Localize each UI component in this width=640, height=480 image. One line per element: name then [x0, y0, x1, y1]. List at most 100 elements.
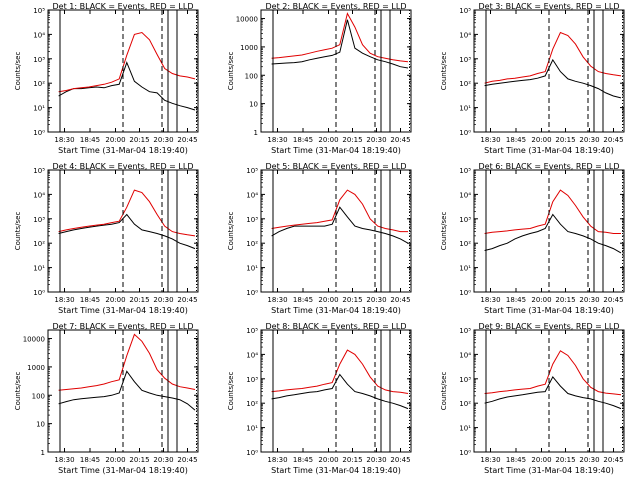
- x-tick-label: 20:45: [603, 296, 623, 304]
- y-tick-label: 10²: [459, 400, 471, 408]
- x-tick-label: 18:45: [293, 296, 313, 304]
- y-tick-label: 1: [254, 129, 258, 137]
- x-tick-label: 18:30: [480, 456, 500, 464]
- x-tick-label: 20:30: [579, 456, 599, 464]
- y-axis-label: Counts/sec: [14, 372, 22, 411]
- y-tick-label: 1000: [240, 44, 258, 52]
- x-tick-label: 20:30: [153, 136, 173, 144]
- lld-series-line: [271, 349, 409, 394]
- lld-series-line: [271, 189, 408, 233]
- y-tick-label: 10⁴: [459, 191, 471, 199]
- y-axis-label: Counts/sec: [227, 212, 235, 251]
- y-tick-label: 10³: [33, 216, 45, 224]
- plot-frame: [260, 169, 412, 293]
- chart-title: Det 5: BLACK = Events, RED = LLD: [266, 162, 407, 171]
- y-tick-label: 10⁵: [33, 167, 45, 175]
- panel-det-4: Det 4: BLACK = Events, RED = LLD Counts/s…: [14, 162, 199, 315]
- y-tick-label: 10⁵: [459, 327, 471, 335]
- plot-frame: [260, 9, 412, 133]
- chart-title: Det 1: BLACK = Events, RED = LLD: [53, 2, 194, 11]
- x-axis-label: Start Time (31-Mar-04 18:19:40): [58, 466, 188, 475]
- events-series-line: [484, 58, 622, 99]
- x-axis-label: Start Time (31-Mar-04 18:19:40): [484, 466, 614, 475]
- x-tick-label: 20:00: [531, 456, 551, 464]
- plot-frame: [473, 329, 625, 453]
- y-axis-label: Counts/sec: [440, 212, 448, 251]
- x-tick-label: 20:00: [105, 296, 125, 304]
- x-tick-label: 20:00: [318, 456, 338, 464]
- x-tick-label: 18:45: [80, 296, 100, 304]
- panel-det-1: Det 1: BLACK = Events, RED = LLD Counts/s…: [14, 2, 199, 155]
- x-tick-label: 18:30: [267, 136, 287, 144]
- y-tick-label: 10⁵: [246, 167, 258, 175]
- x-tick-label: 20:45: [177, 296, 197, 304]
- lld-series-line: [58, 333, 196, 391]
- y-tick-label: 10²: [33, 80, 45, 88]
- x-tick-label: 20:30: [579, 296, 599, 304]
- events-series-line: [271, 373, 409, 410]
- x-tick-label: 20:00: [318, 136, 338, 144]
- panel-det-2: Det 2: BLACK = Events, RED = LLD Counts/s…: [227, 2, 412, 155]
- x-tick-label: 20:15: [129, 456, 149, 464]
- lld-series-line: [484, 189, 621, 234]
- y-tick-label: 10⁴: [246, 351, 258, 359]
- panel-det-5: Det 5: BLACK = Events, RED = LLD Counts/s…: [227, 162, 412, 315]
- x-tick-label: 20:15: [555, 136, 575, 144]
- events-series-line: [271, 206, 409, 244]
- lld-series-line: [484, 31, 622, 84]
- plot-frame: [47, 9, 199, 133]
- x-tick-label: 20:30: [153, 296, 173, 304]
- y-axis-label: Counts/sec: [227, 52, 235, 91]
- panel-det-8: Det 8: BLACK = Events, RED = LLD Counts/s…: [227, 322, 412, 475]
- x-tick-label: 18:30: [54, 136, 74, 144]
- x-tick-label: 18:30: [54, 296, 74, 304]
- y-tick-label: 10³: [459, 216, 471, 224]
- x-tick-label: 20:15: [342, 456, 362, 464]
- y-tick-label: 10³: [459, 376, 471, 384]
- y-tick-label: 10¹: [33, 265, 45, 273]
- x-tick-label: 18:45: [80, 456, 100, 464]
- y-tick-label: 10: [249, 101, 258, 109]
- y-tick-label: 10³: [33, 56, 45, 64]
- y-tick-label: 10⁵: [459, 167, 471, 175]
- y-tick-label: 10¹: [459, 425, 471, 433]
- y-tick-label: 10⁴: [33, 191, 45, 199]
- y-axis-label: Counts/sec: [14, 52, 22, 91]
- x-tick-label: 20:45: [603, 136, 623, 144]
- y-tick-label: 10⁰: [459, 129, 471, 137]
- x-tick-label: 18:30: [54, 456, 74, 464]
- x-tick-label: 20:45: [177, 136, 197, 144]
- chart-title: Det 6: BLACK = Events, RED = LLD: [479, 162, 620, 171]
- y-tick-label: 10¹: [246, 265, 258, 273]
- x-tick-label: 20:15: [342, 296, 362, 304]
- events-series-line: [58, 213, 196, 250]
- x-tick-label: 20:15: [555, 296, 575, 304]
- x-axis-label: Start Time (31-Mar-04 18:19:40): [271, 146, 401, 155]
- x-tick-label: 20:30: [153, 456, 173, 464]
- x-tick-label: 20:30: [366, 296, 386, 304]
- x-axis-label: Start Time (31-Mar-04 18:19:40): [58, 146, 188, 155]
- x-tick-label: 20:15: [342, 136, 362, 144]
- x-tick-label: 18:45: [506, 296, 526, 304]
- y-tick-label: 10⁴: [246, 191, 258, 199]
- y-tick-label: 10¹: [459, 265, 471, 273]
- events-series-line: [58, 61, 196, 111]
- panel-det-9: Det 9: BLACK = Events, RED = LLD Counts/s…: [440, 322, 625, 475]
- events-series-line: [58, 370, 196, 411]
- plot-frame: [47, 329, 199, 453]
- panel-det-7: Det 7: BLACK = Events, RED = LLD Counts/s…: [14, 322, 199, 475]
- x-tick-label: 20:00: [105, 136, 125, 144]
- y-tick-label: 10¹: [459, 105, 471, 113]
- y-tick-label: 10⁴: [33, 31, 45, 39]
- y-tick-label: 10¹: [246, 425, 258, 433]
- chart-title: Det 8: BLACK = Events, RED = LLD: [266, 322, 407, 331]
- y-tick-label: 10⁵: [459, 7, 471, 15]
- x-tick-label: 18:45: [80, 136, 100, 144]
- x-tick-label: 18:30: [480, 296, 500, 304]
- x-tick-label: 18:30: [267, 456, 287, 464]
- x-tick-label: 18:45: [293, 136, 313, 144]
- y-tick-label: 10²: [459, 240, 471, 248]
- y-tick-label: 10³: [246, 216, 258, 224]
- x-tick-label: 20:30: [366, 136, 386, 144]
- y-tick-label: 10: [36, 421, 45, 429]
